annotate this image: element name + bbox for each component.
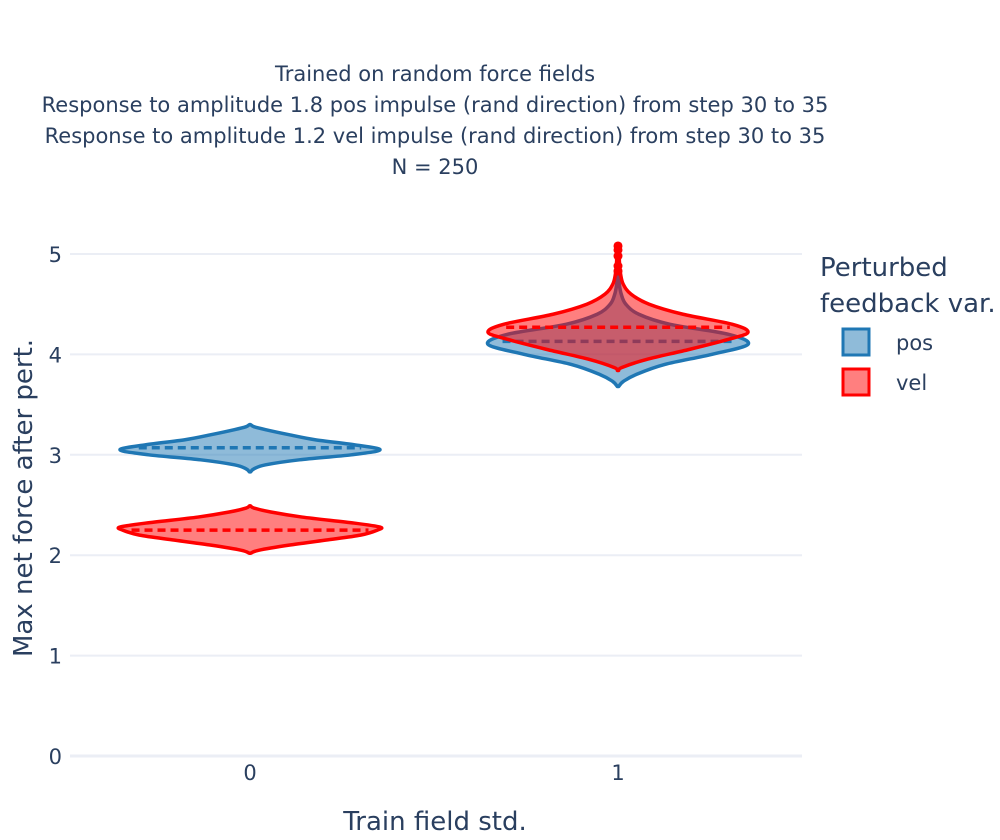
x-axis-title: Train field std. [342, 807, 527, 837]
legend-swatch-vel[interactable] [841, 367, 871, 397]
title-line-3: Response to amplitude 1.2 vel impulse (r… [45, 124, 826, 148]
y-tick-label: 3 [49, 444, 62, 468]
y-tick-label: 0 [49, 745, 62, 769]
legend-swatch-pos[interactable] [841, 327, 871, 357]
legend-title-line-2: feedback var. [820, 289, 996, 319]
legend-label-pos[interactable]: pos [896, 331, 933, 355]
title-line-1: Trained on random force fields [274, 62, 595, 86]
y-tick-label: 4 [49, 343, 62, 367]
chart-title: Trained on random force fields Response … [42, 62, 829, 179]
violin-point-vel-1 [613, 261, 623, 271]
title-line-4: N = 250 [392, 155, 479, 179]
legend-label-vel[interactable]: vel [896, 371, 927, 395]
x-tick-label: 1 [611, 761, 624, 785]
y-axis-title: Max net force after pert. [9, 339, 39, 657]
violin-plot-area [116, 241, 751, 555]
title-line-2: Response to amplitude 1.8 pos impulse (r… [42, 93, 829, 117]
y-tick-label: 5 [49, 243, 62, 267]
y-tick-label: 1 [49, 645, 62, 669]
legend-title-line-1: Perturbed [820, 253, 948, 283]
y-tick-label: 2 [49, 544, 62, 568]
y-axis-ticks: 0 1 2 3 4 5 [49, 243, 62, 769]
violin-point-vel-1 [613, 241, 623, 251]
legend: Perturbed feedback var. pos vel [820, 253, 996, 397]
x-tick-label: 0 [243, 761, 256, 785]
